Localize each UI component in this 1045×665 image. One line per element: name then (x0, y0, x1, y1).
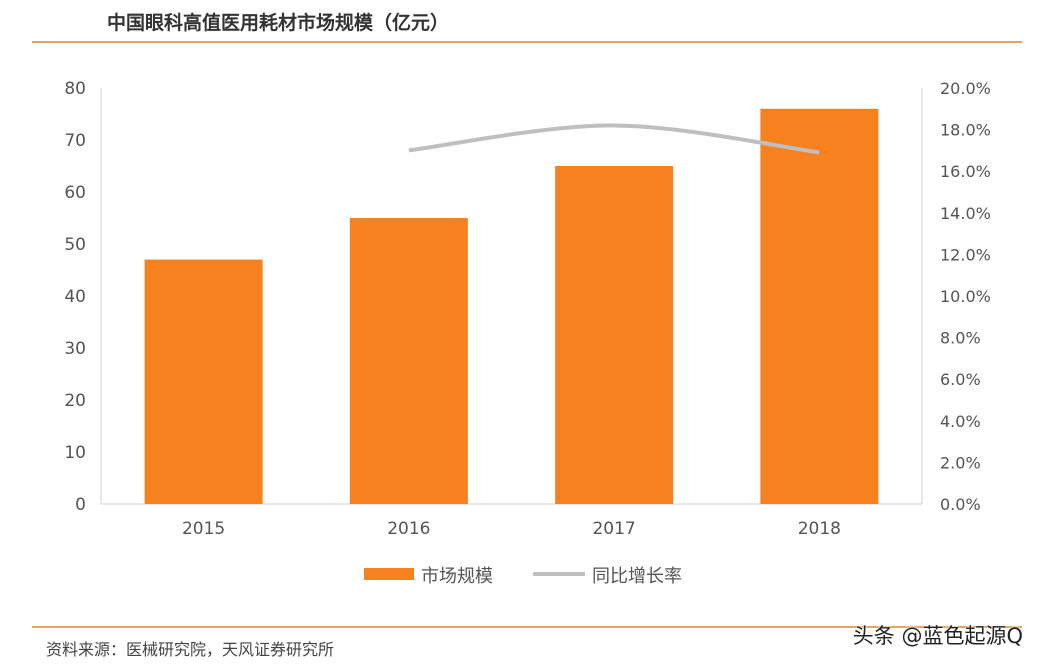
right-tick-label: 20.0% (940, 79, 991, 98)
left-tick-label: 80 (64, 79, 86, 99)
right-tick-label: 18.0% (940, 121, 991, 140)
x-tick-label: 2015 (182, 519, 225, 539)
right-tick-label: 12.0% (940, 245, 991, 264)
left-tick-label: 20 (64, 391, 86, 411)
footer-divider (32, 626, 1022, 628)
right-tick-label: 14.0% (940, 204, 991, 223)
title-divider (32, 41, 1022, 43)
bar-2017 (555, 166, 674, 504)
x-tick-label: 2018 (798, 519, 841, 539)
growth-rate-line (408, 123, 820, 155)
right-tick-label: 10.0% (940, 287, 991, 306)
left-tick-label: 60 (64, 183, 86, 203)
left-tick-label: 10 (64, 443, 86, 463)
right-tick-label: 6.0% (940, 370, 981, 389)
right-tick-label: 0.0% (940, 495, 981, 514)
x-tick-label: 2017 (592, 519, 635, 539)
left-tick-label: 30 (64, 339, 86, 359)
left-tick-label: 70 (64, 131, 86, 151)
watermark: 头条 @蓝色起源Q (852, 624, 1023, 648)
source-note: 资料来源：医械研究院，天风证券研究所 (46, 640, 335, 659)
left-tick-label: 0 (75, 495, 86, 515)
chart-title: 中国眼科高值医用耗材市场规模（亿元） (107, 12, 450, 34)
bar-2018 (760, 108, 879, 505)
bar-2015 (144, 259, 263, 504)
left-tick-label: 40 (64, 287, 86, 307)
right-tick-label: 4.0% (940, 412, 981, 431)
bar-2016 (349, 218, 468, 504)
left-tick-label: 50 (64, 235, 86, 255)
right-tick-label: 16.0% (940, 162, 991, 181)
x-tick-label: 2016 (387, 519, 430, 539)
right-tick-label: 8.0% (940, 329, 981, 348)
legend-label-bar: 市场规模 (421, 566, 493, 587)
legend-label-line: 同比增长率 (592, 566, 682, 587)
legend-swatch-bar (364, 568, 414, 580)
right-tick-label: 2.0% (940, 453, 981, 472)
